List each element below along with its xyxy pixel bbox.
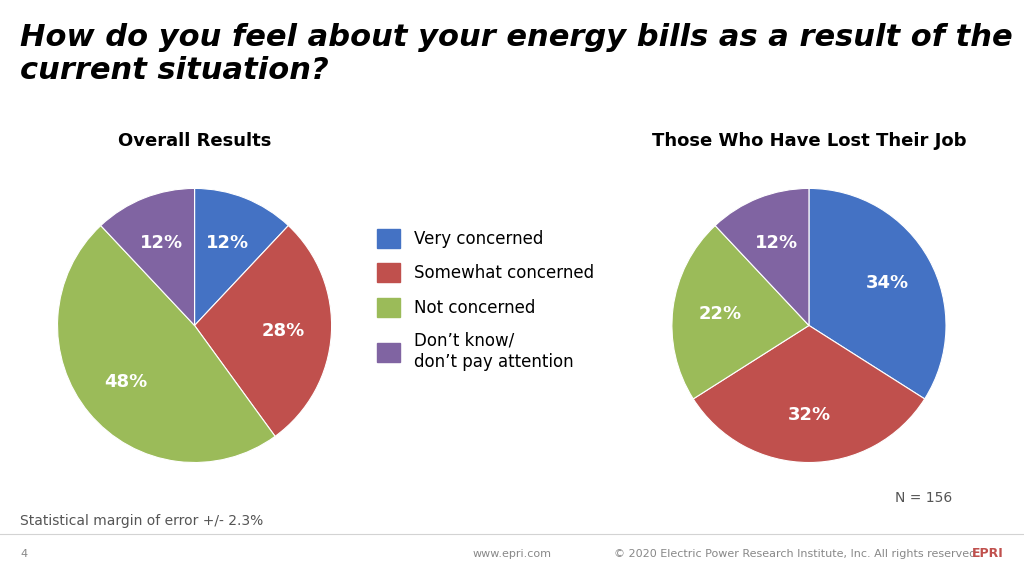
Text: 28%: 28% bbox=[262, 322, 305, 340]
Text: 12%: 12% bbox=[206, 234, 249, 252]
Text: EPRI: EPRI bbox=[972, 548, 1004, 560]
Wedge shape bbox=[195, 226, 332, 436]
Wedge shape bbox=[715, 188, 809, 325]
Text: 12%: 12% bbox=[140, 234, 183, 252]
Text: www.epri.com: www.epri.com bbox=[472, 549, 552, 559]
Wedge shape bbox=[195, 188, 289, 325]
Wedge shape bbox=[809, 188, 946, 399]
Text: 32%: 32% bbox=[787, 405, 830, 424]
Text: How do you feel about your energy bills as a result of the
current situation?: How do you feel about your energy bills … bbox=[20, 23, 1013, 86]
Text: 4: 4 bbox=[20, 549, 28, 559]
Text: N = 156: N = 156 bbox=[895, 491, 952, 505]
Title: Those Who Have Lost Their Job: Those Who Have Lost Their Job bbox=[651, 132, 967, 150]
Text: 22%: 22% bbox=[699, 305, 742, 323]
Legend: Very concerned, Somewhat concerned, Not concerned, Don’t know/
don’t pay attenti: Very concerned, Somewhat concerned, Not … bbox=[377, 229, 594, 371]
Text: 34%: 34% bbox=[865, 274, 908, 292]
Text: © 2020 Electric Power Research Institute, Inc. All rights reserved.: © 2020 Electric Power Research Institute… bbox=[614, 549, 980, 559]
Wedge shape bbox=[693, 325, 925, 463]
Wedge shape bbox=[100, 188, 195, 325]
Text: 12%: 12% bbox=[755, 234, 798, 252]
Title: Overall Results: Overall Results bbox=[118, 132, 271, 150]
Text: 48%: 48% bbox=[104, 373, 147, 391]
Wedge shape bbox=[57, 226, 275, 463]
Wedge shape bbox=[672, 226, 809, 399]
Text: Statistical margin of error +/- 2.3%: Statistical margin of error +/- 2.3% bbox=[20, 514, 264, 528]
